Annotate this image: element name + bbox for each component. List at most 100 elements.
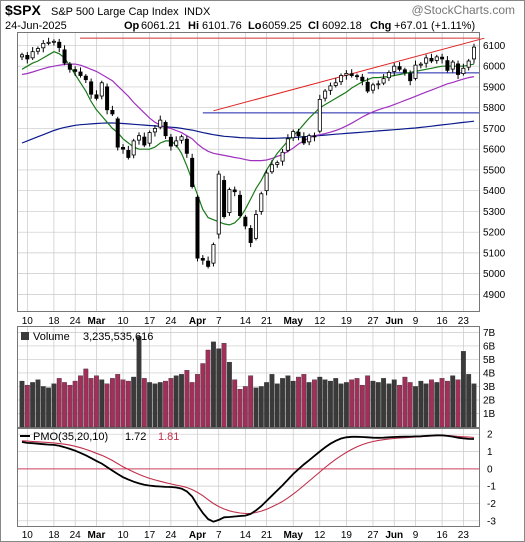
candle-body [360, 76, 365, 82]
candle-body [179, 136, 184, 141]
volume-bar [439, 378, 445, 428]
volume-bar [104, 383, 110, 428]
candle-body [30, 51, 35, 59]
candle-body [67, 63, 72, 70]
volume-bar [51, 383, 57, 428]
volume-bar [338, 383, 344, 428]
x-tick-label: 9 [413, 530, 419, 541]
candle-body [376, 83, 381, 86]
volume-bar [274, 383, 280, 428]
candle-body [89, 81, 94, 95]
candle-body [174, 140, 179, 146]
x-tick-label: 27 [367, 530, 379, 541]
candle-body [296, 131, 301, 137]
y-tick-label: 5500 [483, 165, 506, 176]
candle-body [35, 48, 40, 52]
volume-bar [136, 336, 142, 428]
candle-body [25, 55, 30, 60]
volume-bar [232, 379, 238, 428]
volume-bar [56, 378, 62, 428]
volume-bar [226, 361, 232, 428]
volume-bar [349, 379, 355, 428]
y-tick-label: 2B [483, 395, 496, 406]
sma50-line [21, 63, 475, 162]
y-tick-label: 5700 [483, 124, 506, 135]
volume-bar [78, 375, 83, 428]
candle-body [413, 64, 418, 79]
volume-bar [391, 379, 397, 428]
candle-body [397, 66, 402, 70]
x-tick-label: 10 [22, 316, 34, 327]
x-tick-label: 21 [261, 316, 273, 327]
candle-body [126, 150, 131, 158]
candle-body [83, 75, 88, 81]
candle-body [402, 69, 407, 73]
y-tick-label: 5800 [483, 103, 506, 114]
candle-body [62, 49, 67, 64]
x-tick-label: 7 [216, 530, 222, 541]
candle-body [142, 136, 147, 146]
volume-bar [328, 380, 333, 428]
candle-body [19, 54, 24, 58]
volume-bar [200, 363, 206, 428]
x-tick-label: 19 [341, 530, 353, 541]
x-tick-label: Apr [189, 316, 206, 327]
volume-bar [237, 389, 243, 428]
candle-body [381, 78, 386, 84]
candle-body [243, 216, 248, 227]
volume-bar [429, 379, 434, 428]
candle-body [158, 119, 163, 128]
candle-body [445, 60, 450, 71]
volume-bar [62, 382, 67, 428]
pmo-line [21, 434, 475, 523]
volume-bar [109, 378, 115, 428]
candle-body [238, 194, 243, 216]
candle-body [269, 164, 274, 173]
volume-bar [141, 378, 147, 428]
x-tick-label: 24 [70, 530, 82, 541]
index-name: S&P 500 Large Cap Index [51, 6, 179, 18]
open-label: Op [124, 20, 140, 32]
volume-bar [296, 376, 301, 428]
volume-bar [195, 374, 200, 428]
x-tick-label: 23 [458, 316, 470, 327]
symbol-label: $SPX [5, 2, 41, 18]
volume-bar [211, 341, 216, 428]
candle-body [57, 41, 62, 48]
volume-bar [423, 383, 429, 428]
volume-bar [173, 375, 179, 428]
volume-bar [216, 348, 222, 428]
exchange-label: INDX [184, 6, 211, 18]
volume-bar [24, 384, 30, 428]
y-tick-label: 5900 [483, 82, 506, 93]
x-tick-label: 18 [48, 530, 60, 541]
y-tick-label: 6000 [483, 62, 506, 73]
volume-bar [40, 386, 46, 428]
sma20-line [21, 51, 475, 226]
volume-bar [285, 375, 291, 428]
candle-body [365, 81, 370, 92]
y-tick-label: 5000 [483, 269, 506, 280]
y-tick-label: 5100 [483, 248, 506, 259]
pmo-signal-line [21, 434, 475, 515]
volume-bar [386, 383, 392, 428]
x-tick-label: 12 [314, 316, 326, 327]
volume-bar [125, 380, 131, 428]
y-tick-label: 5400 [483, 186, 506, 197]
volume-bar [290, 380, 296, 428]
volume-bar [343, 382, 349, 428]
candle-body [440, 56, 445, 60]
candle-body [434, 56, 439, 61]
candle-body [248, 228, 253, 243]
y-tick-label: 5300 [483, 207, 506, 218]
candle-body [168, 136, 173, 147]
candle-body [344, 73, 349, 76]
candle-body [216, 173, 221, 235]
x-tick-label: 24 [165, 530, 177, 541]
x-tick-label: 24 [165, 316, 177, 327]
volume-bar [94, 375, 99, 428]
candle-body [136, 135, 141, 141]
volume-bar [460, 351, 466, 428]
low-label: Lo [248, 20, 262, 32]
volume-bar [221, 343, 227, 428]
